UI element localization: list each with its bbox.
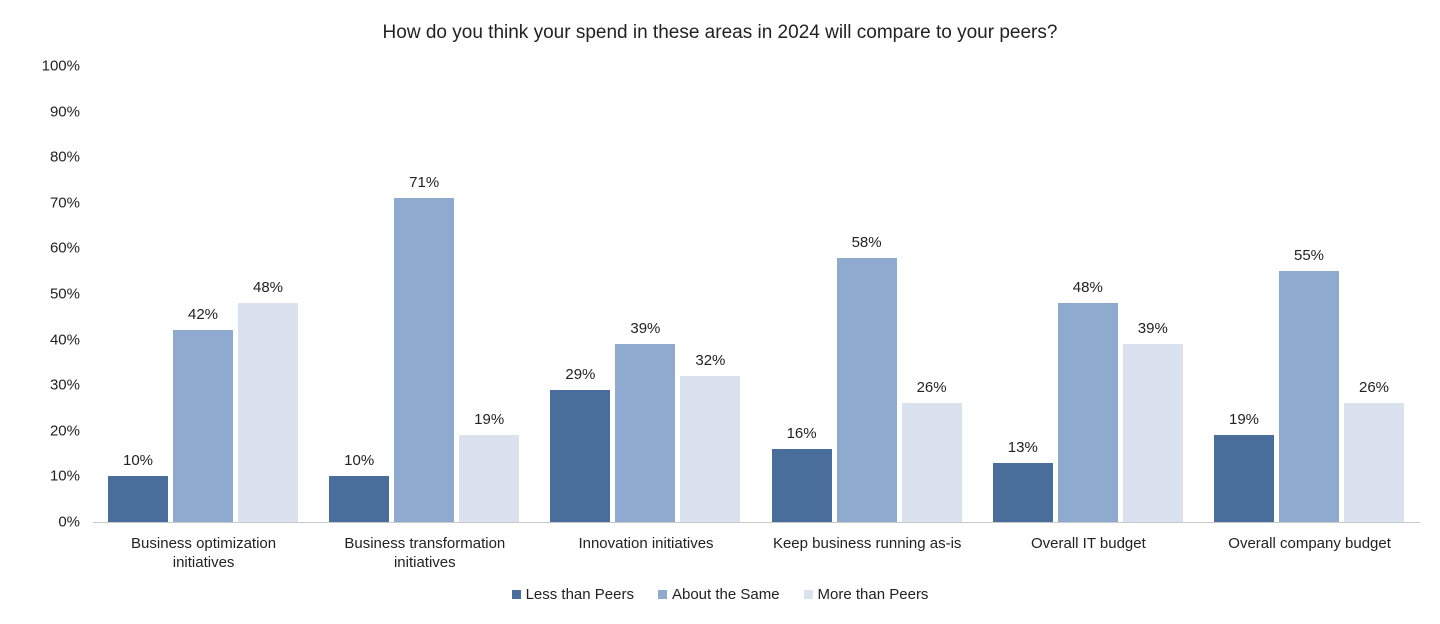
data-label: 10% bbox=[122, 452, 154, 470]
data-label: 42% bbox=[187, 306, 219, 324]
category-label: Business transformation initiatives bbox=[344, 535, 506, 571]
legend-swatch bbox=[803, 590, 813, 599]
legend-item: About the Same bbox=[657, 586, 780, 603]
legend-label: Less than Peers bbox=[525, 586, 634, 603]
bar bbox=[615, 344, 676, 522]
bar bbox=[901, 403, 962, 522]
bar bbox=[173, 330, 233, 522]
bar bbox=[1344, 403, 1404, 522]
bar bbox=[992, 462, 1053, 522]
bar bbox=[238, 303, 298, 522]
y-tick-label: 30% bbox=[49, 376, 80, 394]
bar bbox=[550, 389, 611, 522]
category-label: Overall company budget bbox=[1228, 535, 1391, 552]
category-label: Innovation initiatives bbox=[578, 535, 714, 552]
bar bbox=[1057, 303, 1118, 522]
data-label: 55% bbox=[1293, 247, 1325, 265]
y-tick-label: 80% bbox=[49, 148, 80, 166]
bar bbox=[771, 449, 832, 522]
bar bbox=[1214, 435, 1274, 522]
data-label: 71% bbox=[409, 174, 440, 192]
bar bbox=[329, 476, 390, 522]
bar bbox=[108, 476, 168, 522]
data-label: 26% bbox=[916, 379, 947, 397]
y-tick-label: 0% bbox=[58, 513, 80, 531]
legend-label: More than Peers bbox=[817, 586, 929, 603]
legend-item: More than Peers bbox=[803, 586, 929, 603]
data-label: 39% bbox=[1137, 320, 1168, 338]
x-axis-line bbox=[93, 522, 1420, 523]
data-label: 39% bbox=[630, 320, 661, 338]
legend-swatch bbox=[511, 590, 521, 599]
legend-label: About the Same bbox=[671, 586, 780, 603]
data-label: 58% bbox=[851, 233, 882, 251]
data-label: 32% bbox=[695, 352, 726, 370]
data-label: 13% bbox=[1007, 438, 1038, 456]
y-tick-label: 70% bbox=[49, 194, 80, 212]
legend-item: Less than Peers bbox=[511, 586, 634, 603]
data-label: 10% bbox=[344, 452, 375, 470]
bar bbox=[680, 376, 741, 522]
data-label: 29% bbox=[565, 365, 596, 383]
y-tick-label: 90% bbox=[49, 103, 80, 121]
data-label: 48% bbox=[1072, 279, 1103, 297]
category-label: Business optimization initiatives bbox=[131, 535, 277, 571]
y-tick-label: 50% bbox=[49, 285, 80, 303]
category-label: Keep business running as-is bbox=[772, 535, 962, 552]
bar bbox=[1279, 271, 1339, 522]
data-label: 19% bbox=[474, 411, 505, 429]
legend: Less than Peers About the Same More than P… bbox=[0, 586, 1440, 603]
data-label: 48% bbox=[252, 279, 284, 297]
bar bbox=[459, 435, 520, 522]
data-label: 16% bbox=[786, 425, 817, 443]
y-tick-label: 20% bbox=[49, 422, 80, 440]
y-tick-label: 60% bbox=[49, 239, 80, 257]
y-tick-label: 10% bbox=[49, 467, 80, 485]
data-label: 26% bbox=[1358, 379, 1390, 397]
chart-title: How do you think your spend in these are… bbox=[382, 22, 1058, 43]
y-tick-label: 100% bbox=[41, 57, 80, 75]
category-label: Overall IT budget bbox=[1030, 535, 1146, 552]
bar bbox=[1122, 344, 1183, 522]
bar bbox=[836, 257, 897, 522]
bar bbox=[394, 198, 455, 522]
y-tick-label: 40% bbox=[49, 331, 80, 349]
legend-swatch bbox=[657, 590, 667, 599]
data-label: 19% bbox=[1228, 411, 1260, 429]
